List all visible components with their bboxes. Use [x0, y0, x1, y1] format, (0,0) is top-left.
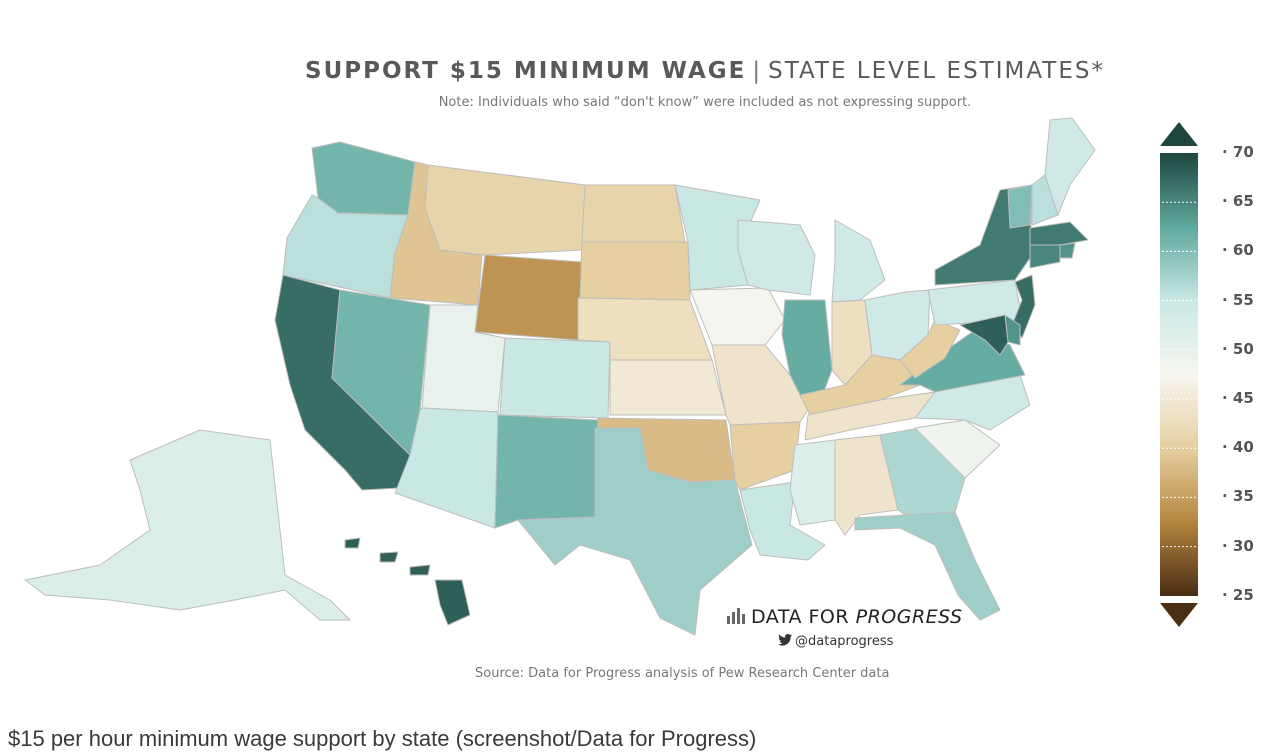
state-me — [1044, 117, 1096, 216]
legend-tick-label: · 70 — [1222, 143, 1254, 161]
state-sc — [914, 419, 1001, 479]
map-title: SUPPORT $15 MINIMUM WAGE | STATE LEVEL EST… — [0, 58, 1288, 84]
state-az — [394, 407, 499, 529]
twitter-handle: @dataprogress — [778, 634, 893, 649]
title-separator: | — [752, 58, 763, 84]
state-ar — [729, 421, 801, 491]
image-caption: $15 per hour minimum wage support by sta… — [8, 726, 757, 751]
legend-tick-label: · 65 — [1222, 192, 1254, 211]
state-ny — [934, 184, 1033, 286]
state-tx — [517, 427, 753, 636]
state-wi — [737, 219, 816, 296]
state-ct — [1029, 244, 1061, 269]
map-note: Note: Individuals who said “don't know” … — [438, 95, 972, 110]
legend-tick-label: · 40 — [1222, 438, 1254, 457]
state-vt — [1007, 184, 1033, 229]
state-fl — [854, 511, 1001, 621]
legend-gradient-bar — [1160, 153, 1198, 596]
legend-down-arrow — [1160, 603, 1198, 627]
twitter-icon — [778, 634, 792, 646]
bar-chart-icon — [727, 608, 745, 624]
state-mo — [711, 344, 809, 426]
state-ia — [689, 287, 786, 346]
source-note: Source: Data for Progress analysis of Pe… — [475, 666, 890, 681]
twitter-handle-text: @dataprogress — [795, 634, 894, 649]
state-hi — [344, 537, 471, 626]
brand-logo: DATA FOR PROGRESS — [727, 606, 963, 628]
legend-tick-label: · 35 — [1222, 487, 1254, 506]
state-nj — [1011, 274, 1036, 339]
title-subtitle: STATE LEVEL ESTIMATES* — [768, 58, 1105, 84]
legend-tick-label: · 45 — [1222, 389, 1254, 407]
brand-name-italic: PROGRESS — [855, 606, 963, 628]
legend-up-arrow — [1160, 122, 1198, 146]
title-main: SUPPORT $15 MINIMUM WAGE — [305, 58, 747, 84]
state-md — [959, 314, 1009, 356]
legend-tick-label: · 55 — [1222, 290, 1254, 309]
state-wv — [899, 319, 961, 379]
legend-tick-label: · 25 — [1222, 585, 1254, 604]
state-ak — [24, 429, 351, 621]
legend-tick-label: · 60 — [1222, 241, 1254, 260]
legend-tick-label: · 50 — [1222, 339, 1254, 358]
state-ms — [789, 439, 836, 526]
brand-name: DATA FOR — [751, 606, 856, 628]
state-ma — [1029, 221, 1089, 246]
legend-tick-label: · 30 — [1222, 536, 1254, 555]
